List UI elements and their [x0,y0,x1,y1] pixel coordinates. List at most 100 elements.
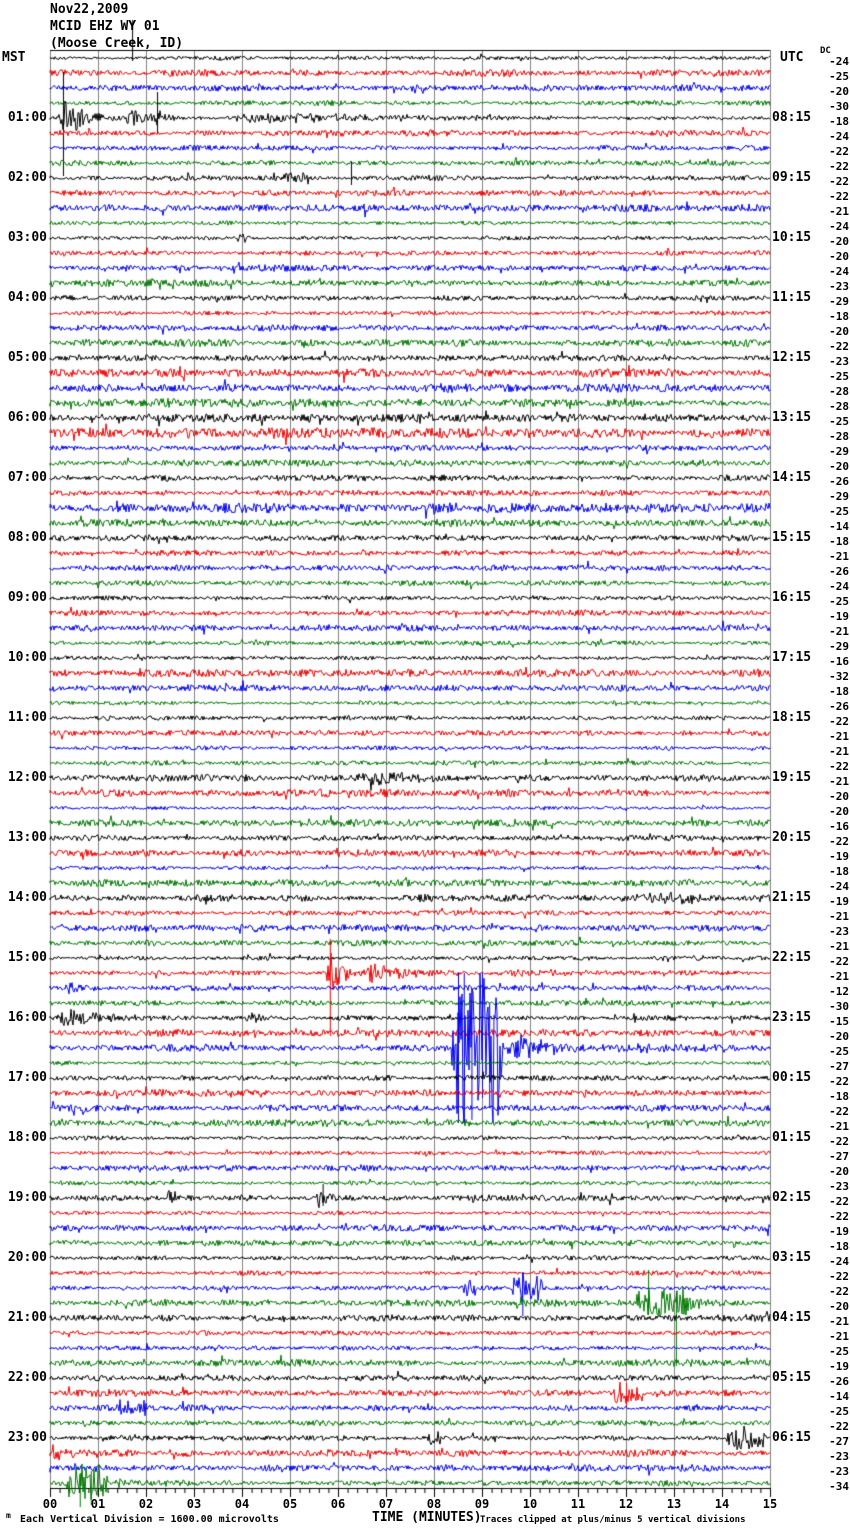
dc-offset-value: -25 [829,1045,849,1058]
dc-offset-value: -14 [829,520,849,533]
utc-time-label: 10:15 [772,230,812,245]
dc-offset-value: -24 [829,220,849,233]
dc-offset-value: -20 [829,790,849,803]
x-tick-label: 14 [714,1497,730,1511]
dc-offset-value: -30 [829,1000,849,1013]
dc-offset-value: -19 [829,895,849,908]
dc-offset-value: -18 [829,685,849,698]
plot-date: Nov22,2009 [50,2,129,17]
utc-time-label: 13:15 [772,410,812,425]
mst-time-label: 17:00 [7,1070,47,1085]
dc-offset-value: -22 [829,145,849,158]
dc-offset-value: -21 [829,550,849,563]
dc-offset-value: -26 [829,475,849,488]
station-code: MCID EHZ WY 01 [50,19,160,34]
dc-offset-value: -29 [829,640,849,653]
mst-time-label: 18:00 [7,1130,47,1145]
dc-offset-value: -21 [829,730,849,743]
mst-time-label: 10:00 [7,650,47,665]
dc-offset-value: -25 [829,70,849,83]
mst-time-label: 22:00 [7,1370,47,1385]
dc-offset-value: -21 [829,1120,849,1133]
dc-offset-value: -32 [829,670,849,683]
dc-offset-value: -21 [829,625,849,638]
x-tick-label: 12 [618,1497,634,1511]
dc-offset-value: -18 [829,1090,849,1103]
dc-offset-value: -28 [829,400,849,413]
dc-offset-value: -23 [829,280,849,293]
mst-time-label: 09:00 [7,590,47,605]
dc-offset-value: -27 [829,1060,849,1073]
dc-offset-value: -28 [829,385,849,398]
x-tick-label: 11 [570,1497,586,1511]
utc-time-label: 11:15 [772,290,812,305]
dc-offset-value: -28 [829,430,849,443]
dc-offset-value: -18 [829,1240,849,1253]
x-tick-label: 08 [426,1497,442,1511]
dc-offset-value: -22 [829,715,849,728]
dc-offset-value: -18 [829,535,849,548]
dc-offset-value: -22 [829,1420,849,1433]
dc-offset-value: -22 [829,1285,849,1298]
dc-offset-value: -21 [829,775,849,788]
dc-offset-value: -21 [829,745,849,758]
dc-offset-value: -19 [829,610,849,623]
dc-offset-value: -24 [829,130,849,143]
left-timezone-label: MST [2,50,26,65]
mst-time-label: 23:00 [7,1430,47,1445]
dc-offset-value: -18 [829,865,849,878]
dc-column-header: DC [820,46,831,56]
dc-offset-value: -24 [829,55,849,68]
utc-time-label: 02:15 [772,1190,812,1205]
utc-time-label: 00:15 [772,1070,812,1085]
x-tick-label: 05 [282,1497,298,1511]
dc-offset-value: -15 [829,1015,849,1028]
x-tick-label: 07 [378,1497,394,1511]
dc-offset-value: -26 [829,700,849,713]
x-tick-label: 15 [762,1497,778,1511]
x-tick-label: 03 [186,1497,202,1511]
dc-offset-value: -19 [829,850,849,863]
mst-time-label: 12:00 [7,770,47,785]
dc-offset-value: -21 [829,1330,849,1343]
dc-offset-value: -34 [829,1480,849,1493]
dc-offset-value: -14 [829,1390,849,1403]
x-tick-label: 06 [330,1497,346,1511]
dc-offset-value: -20 [829,250,849,263]
x-axis-title: TIME (MINUTES) [372,1510,482,1525]
mst-time-label: 06:00 [7,410,47,425]
dc-offset-value: -21 [829,910,849,923]
dc-offset-value: -20 [829,805,849,818]
mst-time-label: 08:00 [7,530,47,545]
mst-time-label: 13:00 [7,830,47,845]
dc-offset-value: -24 [829,1255,849,1268]
utc-time-label: 06:15 [772,1430,812,1445]
dc-offset-value: -19 [829,1225,849,1238]
dc-offset-value: -30 [829,100,849,113]
dc-offset-value: -22 [829,955,849,968]
dc-offset-value: -24 [829,265,849,278]
dc-offset-value: -23 [829,1465,849,1478]
utc-time-label: 20:15 [772,830,812,845]
dc-offset-value: -22 [829,1270,849,1283]
dc-offset-value: -19 [829,1360,849,1373]
dc-offset-value: -29 [829,445,849,458]
dc-offset-value: -21 [829,940,849,953]
dc-offset-value: -22 [829,1195,849,1208]
utc-time-label: 19:15 [772,770,812,785]
utc-time-label: 18:15 [772,710,812,725]
right-timezone-label: UTC [780,50,804,65]
dc-offset-value: -18 [829,310,849,323]
dc-offset-value: -22 [829,160,849,173]
mst-time-label: 05:00 [7,350,47,365]
utc-time-label: 08:15 [772,110,812,125]
dc-offset-value: -24 [829,880,849,893]
clip-note: Traces clipped at plus/minus 5 vertical … [480,1515,746,1525]
dc-offset-value: -22 [829,1105,849,1118]
utc-time-label: 03:15 [772,1250,812,1265]
dc-offset-value: -20 [829,85,849,98]
dc-offset-value: -23 [829,1450,849,1463]
mst-time-label: 02:00 [7,170,47,185]
dc-offset-value: -12 [829,985,849,998]
